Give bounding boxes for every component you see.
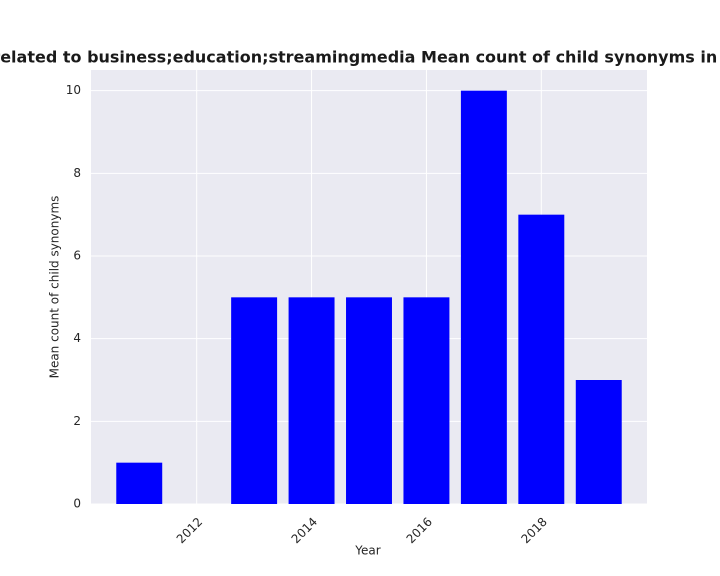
bar	[460, 90, 507, 505]
x-tick-label: 2016	[404, 515, 435, 546]
x-axis-label: Year	[354, 544, 380, 558]
y-tick-label: 8	[73, 166, 81, 180]
bar	[346, 297, 392, 504]
bar	[231, 297, 278, 504]
y-tick-label: 2	[73, 414, 81, 428]
x-tick-label: 2012	[174, 515, 205, 546]
y-tick-label: 10	[66, 83, 81, 97]
bar	[403, 297, 450, 504]
y-tick-label: 6	[73, 249, 81, 263]
x-tick-label: 2014	[289, 515, 320, 546]
bar	[518, 214, 565, 504]
bar	[116, 462, 163, 504]
y-axis-label: Mean count of child synonyms	[48, 196, 62, 379]
y-tick-label: 0	[73, 497, 81, 511]
chart-title: es are related to business;education;str…	[0, 48, 720, 67]
y-tick-label: 4	[73, 331, 81, 345]
bar	[288, 297, 335, 504]
bar	[575, 380, 622, 504]
x-tick-label: 2018	[518, 515, 549, 546]
